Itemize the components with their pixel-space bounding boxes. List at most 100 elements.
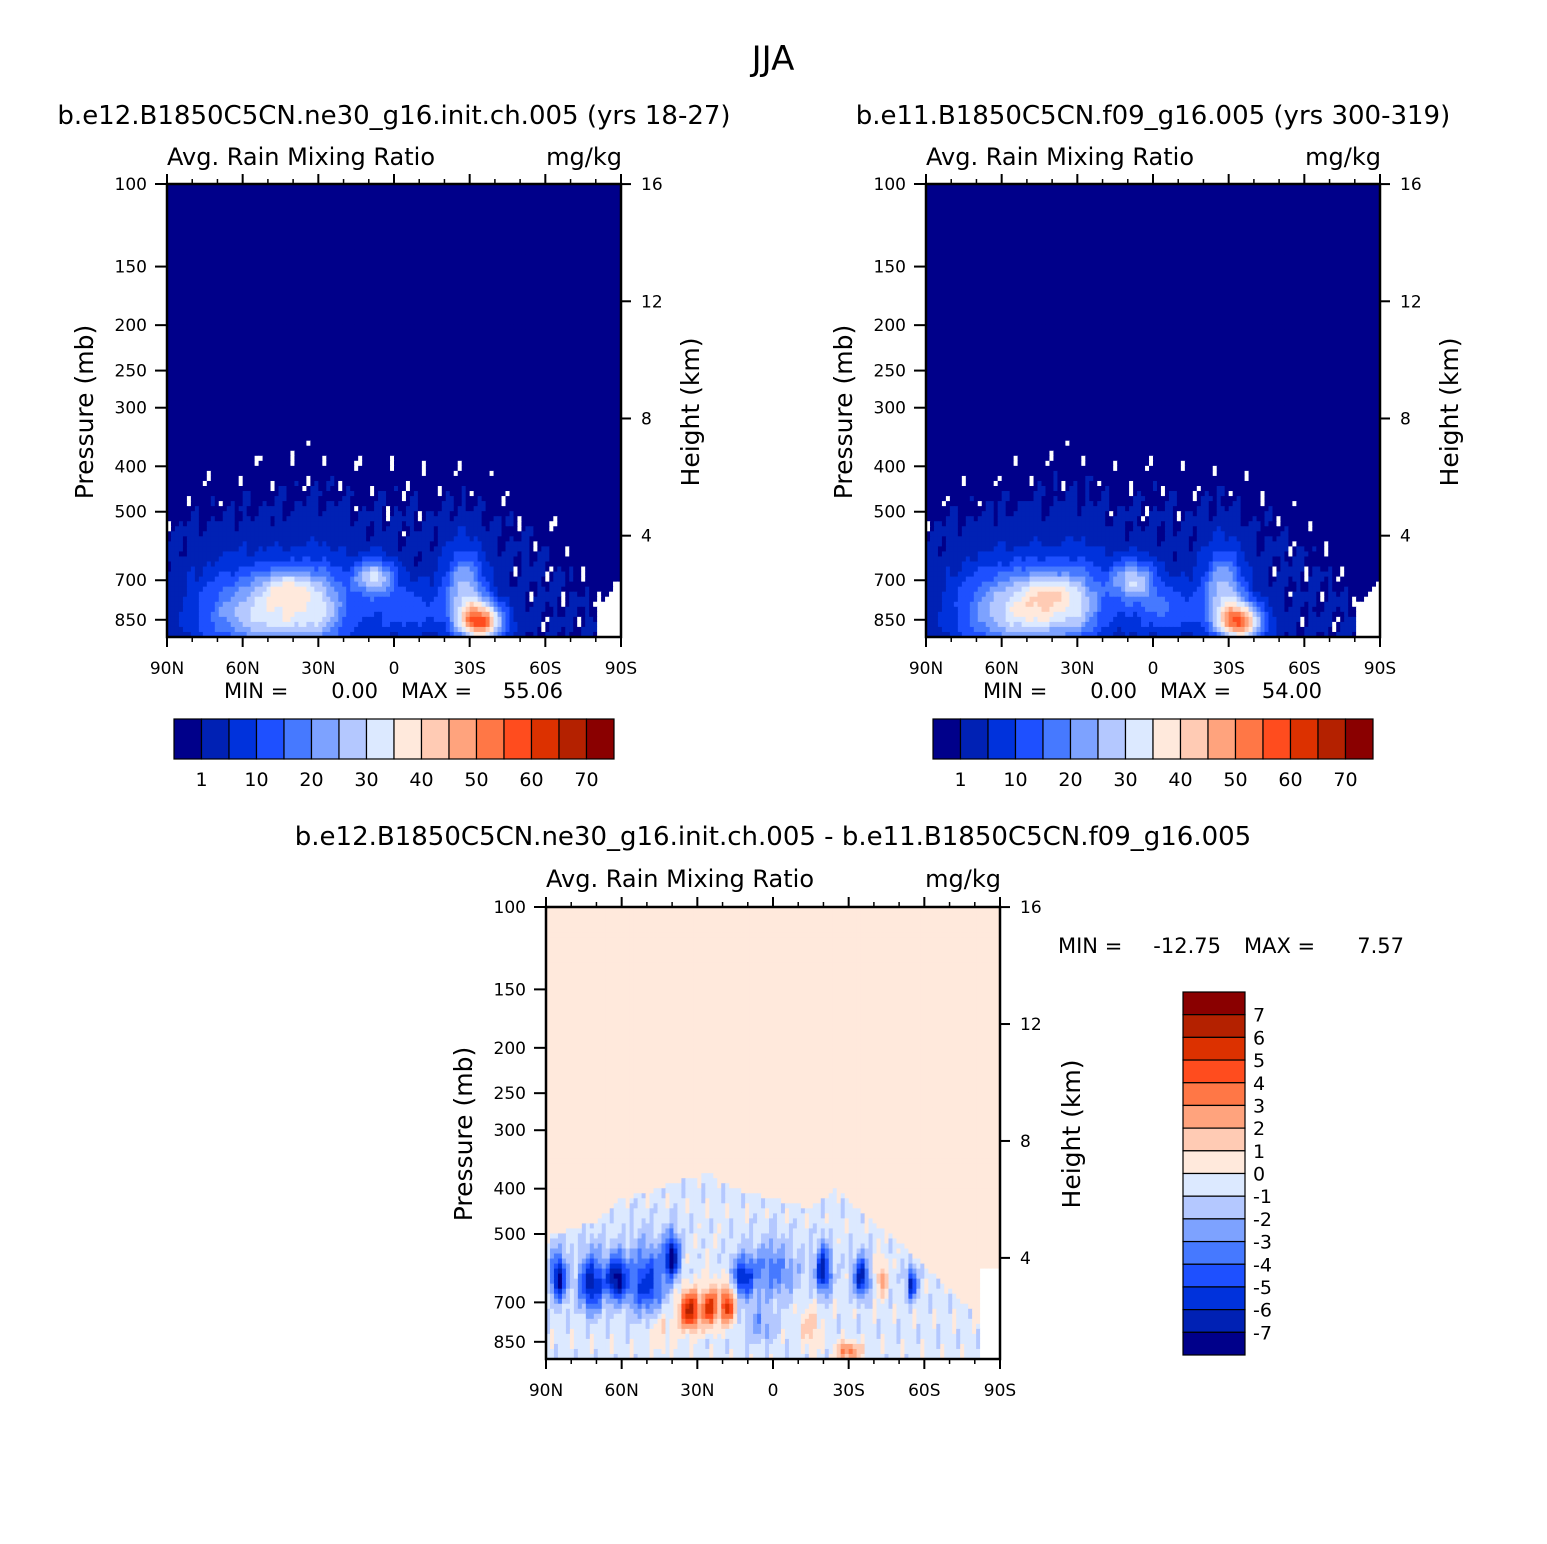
panel-1-cell <box>441 375 447 381</box>
panel-1-cell <box>386 335 391 341</box>
panel-1-cell <box>366 234 371 240</box>
panel-1-cell <box>593 259 598 266</box>
panel-1-cell <box>206 194 212 200</box>
panel-1-cell <box>509 234 515 240</box>
panel-1-cell <box>549 229 554 235</box>
panel-1-cell <box>401 324 407 331</box>
panel-1-cell <box>218 375 224 381</box>
panel-1-cell <box>549 335 554 341</box>
panel-1-cell <box>182 279 188 286</box>
panel-1-cell <box>457 390 463 396</box>
panel-1-cell <box>497 279 503 286</box>
panel-1-cell <box>338 184 343 190</box>
panel-1-cell <box>565 335 570 341</box>
panel-1-cell <box>306 189 311 195</box>
panel-1-cell <box>390 289 395 296</box>
panel-1-cell <box>358 204 363 210</box>
panel-1-cell <box>433 299 439 306</box>
panel-1-cell <box>250 199 256 205</box>
panel-1-cell <box>246 184 252 190</box>
panel-1-cell <box>382 355 387 361</box>
panel-1-cell <box>577 254 582 261</box>
panel-1-cell <box>469 214 475 220</box>
panel-1-cell <box>310 375 315 381</box>
panel-1-cell <box>382 365 387 371</box>
panel-1-cell <box>501 340 507 346</box>
panel-1-cell <box>613 304 618 311</box>
panel-1-cell <box>370 324 375 331</box>
panel-1-cell <box>445 244 451 251</box>
panel-1-cell <box>585 375 590 381</box>
panel-1-cell <box>445 264 451 271</box>
panel-1-cell <box>394 319 399 326</box>
panel-1-cell <box>174 269 180 276</box>
panel-1-cell <box>278 345 284 351</box>
panel-1-cell <box>553 229 558 235</box>
panel-1-cell <box>262 219 268 225</box>
panel-1-cell <box>314 319 319 326</box>
panel-1-cell <box>469 259 475 266</box>
panel-1-cell <box>370 385 375 391</box>
panel-1-cell <box>509 340 515 346</box>
panel-1-cell <box>461 355 467 361</box>
panel-1-cell <box>190 370 196 376</box>
panel-1-cell <box>605 390 610 396</box>
panel-1-cell <box>318 299 323 306</box>
panel-1-cell <box>581 350 586 356</box>
panel-1-cell <box>266 244 272 251</box>
panel-1-cell <box>178 299 184 306</box>
panel-1-cell <box>577 284 582 291</box>
panel-1-cell <box>230 259 236 266</box>
panel-1-cell <box>473 274 479 281</box>
panel-1-cell <box>342 390 347 396</box>
panel-1-cell <box>190 350 196 356</box>
panel-1-cell <box>493 385 499 391</box>
panel-1-cell <box>405 365 411 371</box>
panel-1-cell <box>238 199 244 205</box>
panel-1-cell <box>457 204 463 210</box>
panel-1-cell <box>585 309 590 316</box>
panel-1-cell <box>577 360 582 366</box>
panel-1-cell <box>445 299 451 306</box>
panel-1-cell <box>485 375 491 381</box>
panel-1-cell <box>278 224 284 230</box>
panel-1-cell <box>421 259 427 266</box>
panel-1-cell <box>174 289 180 296</box>
panel-1-cell <box>350 375 355 381</box>
panel-1-cell <box>178 375 184 381</box>
panel-1-cell <box>405 360 411 366</box>
panel-1-cell <box>613 375 618 381</box>
panel-1-cell <box>481 355 487 361</box>
panel-1-cell <box>445 355 451 361</box>
panel-1-cell <box>218 239 224 245</box>
panel-1-cell <box>421 299 427 306</box>
panel-1-cell <box>397 199 403 205</box>
panel-1-cell <box>557 229 562 235</box>
panel-1-cell <box>282 289 288 296</box>
panel-1-cell <box>561 194 566 200</box>
panel-1-cell <box>242 350 248 356</box>
panel-1-cell <box>382 299 387 306</box>
panel-1-cell <box>617 249 622 256</box>
panel-1-cell <box>449 340 455 346</box>
panel-1-cell <box>477 304 483 311</box>
panel-1-cell <box>174 314 180 321</box>
panel-1-cell <box>481 335 487 341</box>
panel-1-cell <box>469 289 475 296</box>
panel-1-cell <box>617 254 622 261</box>
panel-1-cell <box>589 385 594 391</box>
panel-1-cell <box>386 194 391 200</box>
panel-1-cell <box>509 199 515 205</box>
panel-1-cell <box>198 239 204 245</box>
panel-1-cell <box>346 249 351 256</box>
panel-1-cell <box>585 319 590 326</box>
panel-1-cell <box>541 289 546 296</box>
panel-1-cell <box>461 274 467 281</box>
panel-1-cell <box>234 294 240 301</box>
panel-1-cell <box>517 314 523 321</box>
panel-1-cell <box>493 289 499 296</box>
panel-1-cell <box>461 224 467 230</box>
panel-1-cell <box>437 219 443 225</box>
panel-1-cell <box>186 239 192 245</box>
panel-1-cell <box>178 229 184 235</box>
